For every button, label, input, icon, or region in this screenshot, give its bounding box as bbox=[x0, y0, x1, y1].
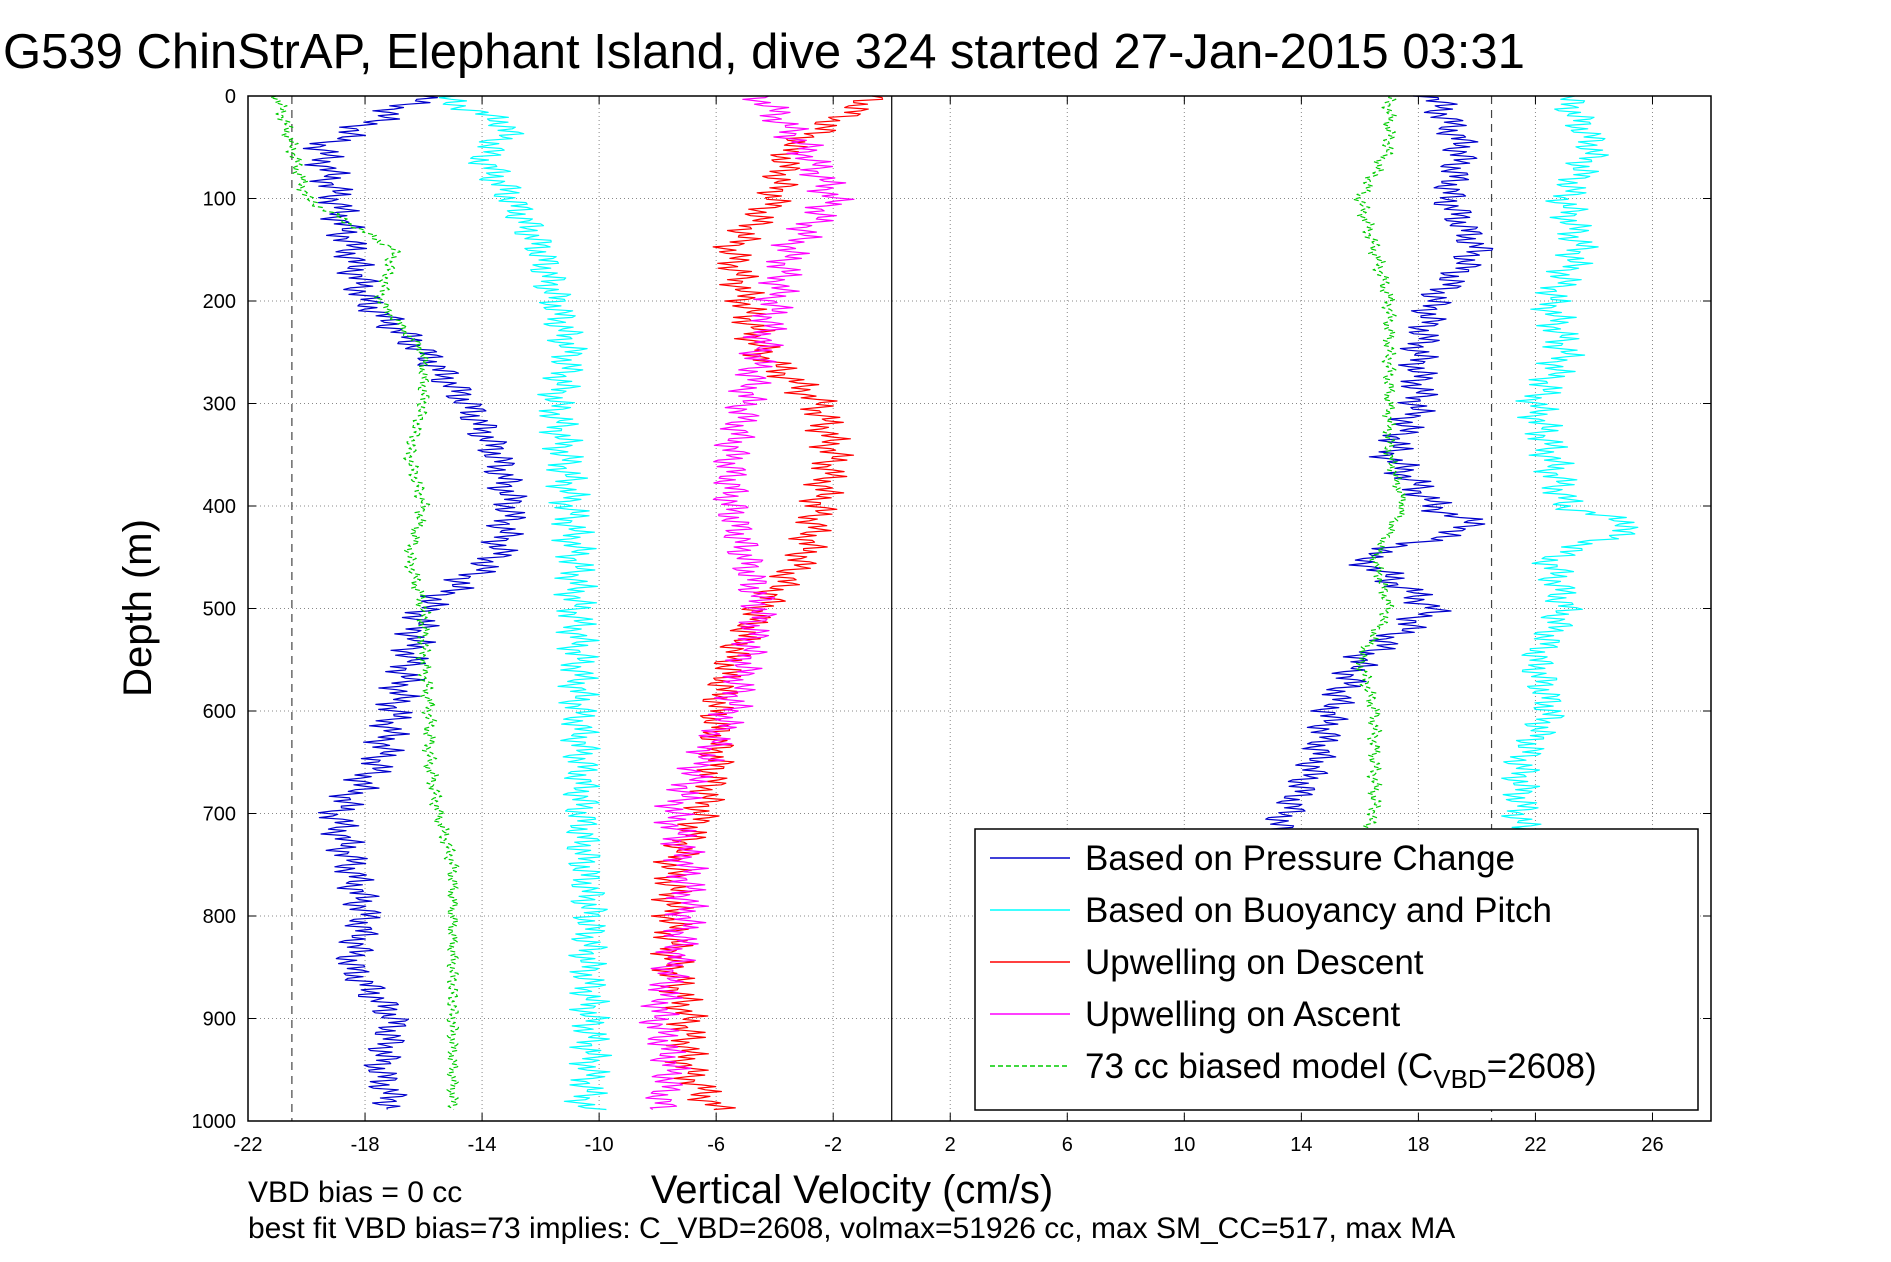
x-axis-label: Vertical Velocity (cm/s) bbox=[651, 1168, 1053, 1212]
series-line-3 bbox=[638, 95, 855, 1110]
series-line-0 bbox=[302, 95, 528, 1110]
x-axis-ticks: -22 -18 -14 -10 -6 -2 2 6 10 14 18 22 26 bbox=[234, 96, 1664, 1156]
legend-label: Based on Pressure Change bbox=[1085, 839, 1515, 878]
footer-vbd-bias: VBD bias = 0 cc bbox=[248, 1176, 462, 1209]
legend-label: Upwelling on Ascent bbox=[1085, 995, 1400, 1034]
y-tick-label: 100 bbox=[203, 189, 236, 211]
x-tick-label: 26 bbox=[1641, 1134, 1663, 1156]
legend-label: Upwelling on Descent bbox=[1085, 943, 1424, 982]
x-tick-label: 18 bbox=[1407, 1134, 1429, 1156]
legend-label: 73 cc biased model (CVBD=2608) bbox=[1085, 1047, 1597, 1094]
x-tick-label: -14 bbox=[468, 1134, 497, 1156]
legend: Based on Pressure Change Based on Buoyanc… bbox=[974, 828, 1699, 1111]
x-tick-label: 22 bbox=[1524, 1134, 1546, 1156]
y-tick-label: 600 bbox=[203, 701, 236, 723]
y-tick-label: 500 bbox=[203, 599, 236, 621]
x-tick-label: -2 bbox=[824, 1134, 842, 1156]
footer-best-fit: best fit VBD bias=73 implies: C_VBD=2608… bbox=[248, 1212, 1455, 1245]
y-tick-label: 400 bbox=[203, 496, 236, 518]
x-tick-label: 14 bbox=[1290, 1134, 1312, 1156]
x-tick-label: -18 bbox=[351, 1134, 380, 1156]
y-tick-label: 300 bbox=[203, 394, 236, 416]
x-tick-label: -22 bbox=[234, 1134, 263, 1156]
series-line-2 bbox=[649, 95, 884, 1111]
x-tick-label: 2 bbox=[945, 1134, 956, 1156]
grid-lines bbox=[247, 95, 1711, 1122]
y-tick-label: 700 bbox=[203, 804, 236, 826]
y-axis-label: Depth (m) bbox=[116, 519, 160, 697]
x-tick-label: -10 bbox=[585, 1134, 614, 1156]
y-tick-label: 800 bbox=[203, 906, 236, 928]
legend-label: Based on Buoyancy and Pitch bbox=[1085, 891, 1552, 930]
x-tick-label: -6 bbox=[707, 1134, 725, 1156]
legend-box bbox=[974, 828, 1699, 1111]
y-tick-label: 200 bbox=[203, 291, 236, 313]
x-tick-label: 6 bbox=[1062, 1134, 1073, 1156]
y-tick-label: 0 bbox=[225, 86, 236, 108]
series-line-1 bbox=[438, 95, 613, 1111]
chart-title: G539 ChinStrAP, Elephant Island, dive 32… bbox=[3, 25, 1525, 79]
y-tick-label: 900 bbox=[203, 1009, 236, 1031]
series-line-4 bbox=[269, 95, 461, 1110]
y-tick-label: 1000 bbox=[192, 1111, 237, 1133]
y-axis-ticks: 0 100 200 300 400 500 600 700 800 900 1000 bbox=[192, 86, 1711, 1133]
x-tick-label: 10 bbox=[1173, 1134, 1195, 1156]
